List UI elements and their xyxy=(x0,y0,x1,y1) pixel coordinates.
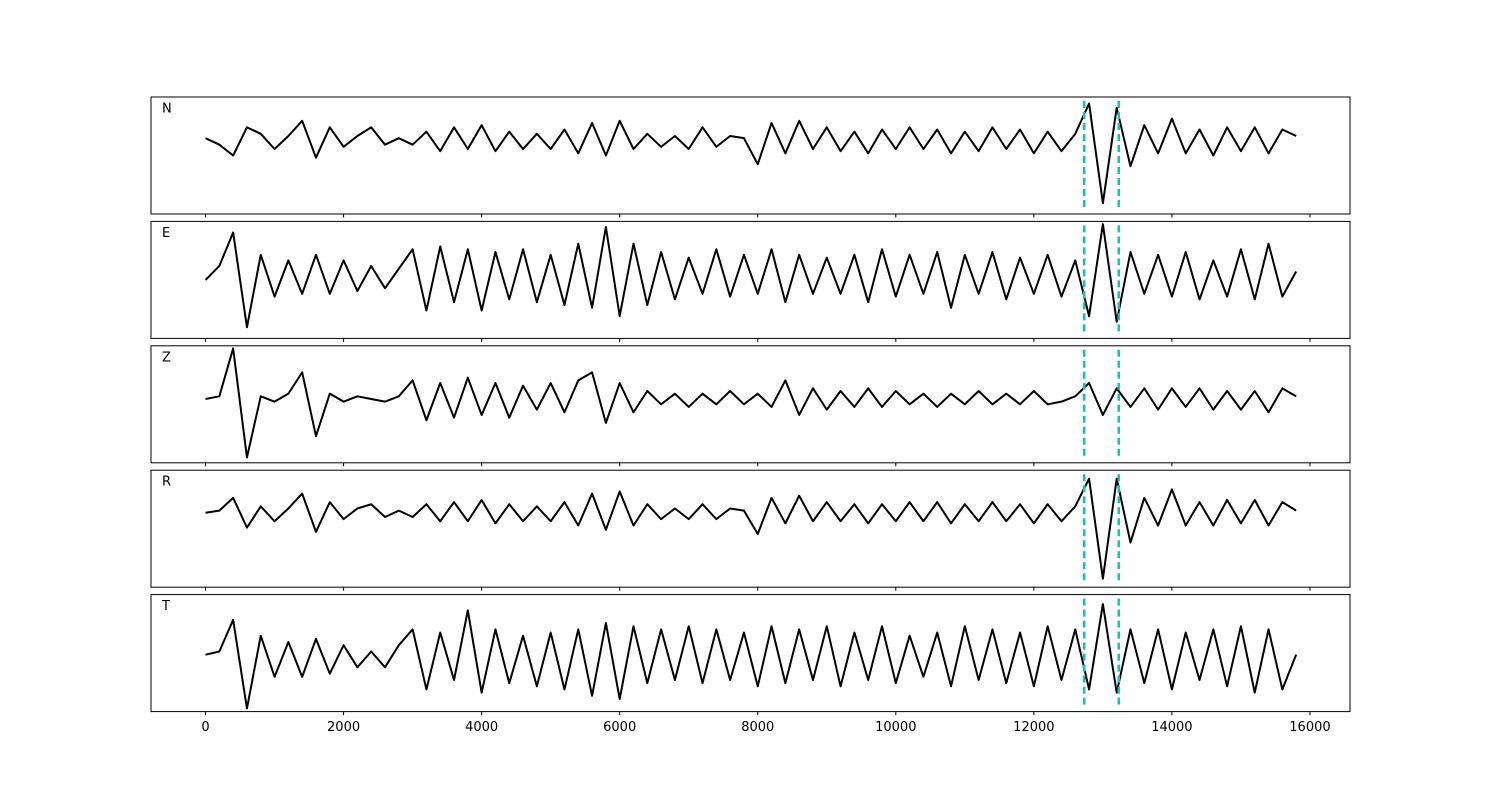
panel-label: E xyxy=(162,226,170,241)
x-tick-label: 12000 xyxy=(1013,720,1054,735)
panel-label: N xyxy=(162,102,172,117)
x-tick-label: 6000 xyxy=(603,720,636,735)
panel-frame xyxy=(150,594,1351,713)
panel-frame xyxy=(150,345,1351,464)
trace xyxy=(204,223,1298,329)
x-tick-label: 0 xyxy=(201,720,209,735)
x-tick-label: 10000 xyxy=(875,720,916,735)
x-tick-label: 16000 xyxy=(1289,720,1330,735)
panel-frame xyxy=(150,220,1351,339)
trace xyxy=(205,102,1297,205)
x-tick-label: 8000 xyxy=(741,720,774,735)
trace xyxy=(205,477,1297,580)
x-tick-label: 4000 xyxy=(465,720,498,735)
trace xyxy=(205,347,1297,459)
panel-frame xyxy=(150,469,1351,588)
panel-label: R xyxy=(162,475,171,490)
x-tick-label: 2000 xyxy=(327,720,360,735)
trace xyxy=(205,603,1298,710)
panel-frame xyxy=(150,96,1351,215)
panel-label: T xyxy=(161,599,170,614)
x-tick-label: 14000 xyxy=(1151,720,1192,735)
panel-label: Z xyxy=(162,350,171,365)
